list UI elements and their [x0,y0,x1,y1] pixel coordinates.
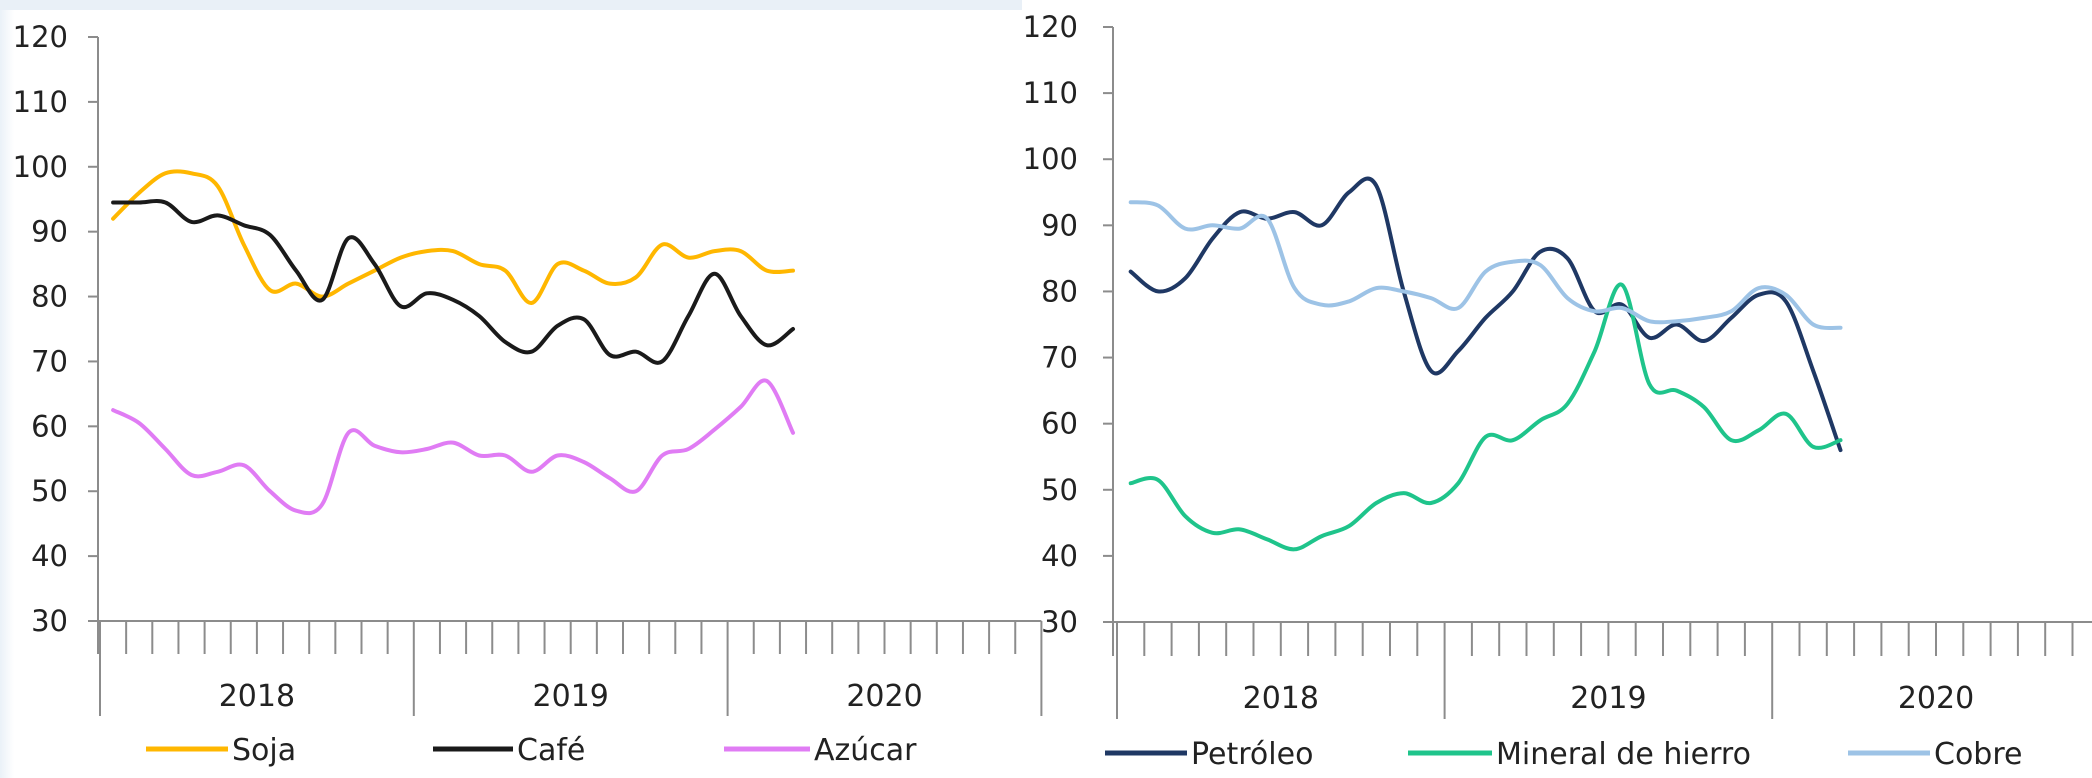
x-group-label: 2020 [1898,681,1974,716]
x-group-label: 2018 [1243,681,1319,716]
left-panel-background [0,0,1022,778]
legend-label: Petróleo [1191,737,1313,772]
series-line-1 [111,169,795,305]
x-group-label: 2020 [846,679,922,714]
y-tick-label: 70 [1041,341,1078,375]
y-tick-label: 50 [1041,473,1078,507]
y-tick-label: 50 [31,474,68,508]
series-line-1 [1128,176,1843,453]
legend-item: Café [433,733,585,768]
x-group-label: 2019 [1570,681,1646,716]
legend-label: Azúcar [814,733,917,768]
legend-item: Azúcar [724,733,917,768]
y-tick-label: 90 [1041,208,1078,242]
y-tick-label: 60 [1041,407,1078,441]
legend-label: Mineral de hierro [1496,737,1751,772]
legend-item: Mineral de hierro [1408,737,1751,772]
series-line-3 [1128,200,1843,331]
y-tick-label: 100 [13,150,68,184]
right-panel-background [1022,0,2092,778]
legend-item: Soja [146,733,296,768]
y-tick-label: 40 [1041,539,1078,573]
chart-panel-right: 30 40 50 60 70 80 90 100 110 120 2018 2019 2020 Petró… [1023,10,2092,772]
y-tick-label: 90 [31,215,68,249]
legend-item: Petróleo [1105,737,1313,772]
y-tick-label: 30 [1041,605,1078,639]
legend-item: Cobre [1848,737,2022,772]
y-tick-label: 120 [1023,10,1078,44]
x-group-label: 2018 [219,679,295,714]
y-tick-label: 70 [31,344,68,378]
series-line-2 [1128,282,1843,552]
y-tick-label: 60 [31,409,68,443]
legend-label: Soja [232,733,296,768]
legend-label: Café [517,733,585,768]
y-tick-label: 100 [1023,142,1078,176]
y-tick-label: 30 [31,604,68,638]
series-line-3 [111,378,795,516]
y-tick-label: 110 [1023,76,1078,110]
y-tick-label: 80 [1041,274,1078,308]
legend-label: Cobre [1934,737,2022,772]
x-group-label: 2019 [533,679,609,714]
y-tick-label: 110 [13,85,68,119]
y-tick-label: 120 [13,20,68,54]
y-tick-label: 80 [31,280,68,314]
y-tick-label: 40 [31,539,68,573]
series-line-2 [111,199,795,365]
chart-panel-left: 30 40 50 60 70 80 90 100 110 120 2018 2019 2020 Soja C… [13,20,1043,768]
